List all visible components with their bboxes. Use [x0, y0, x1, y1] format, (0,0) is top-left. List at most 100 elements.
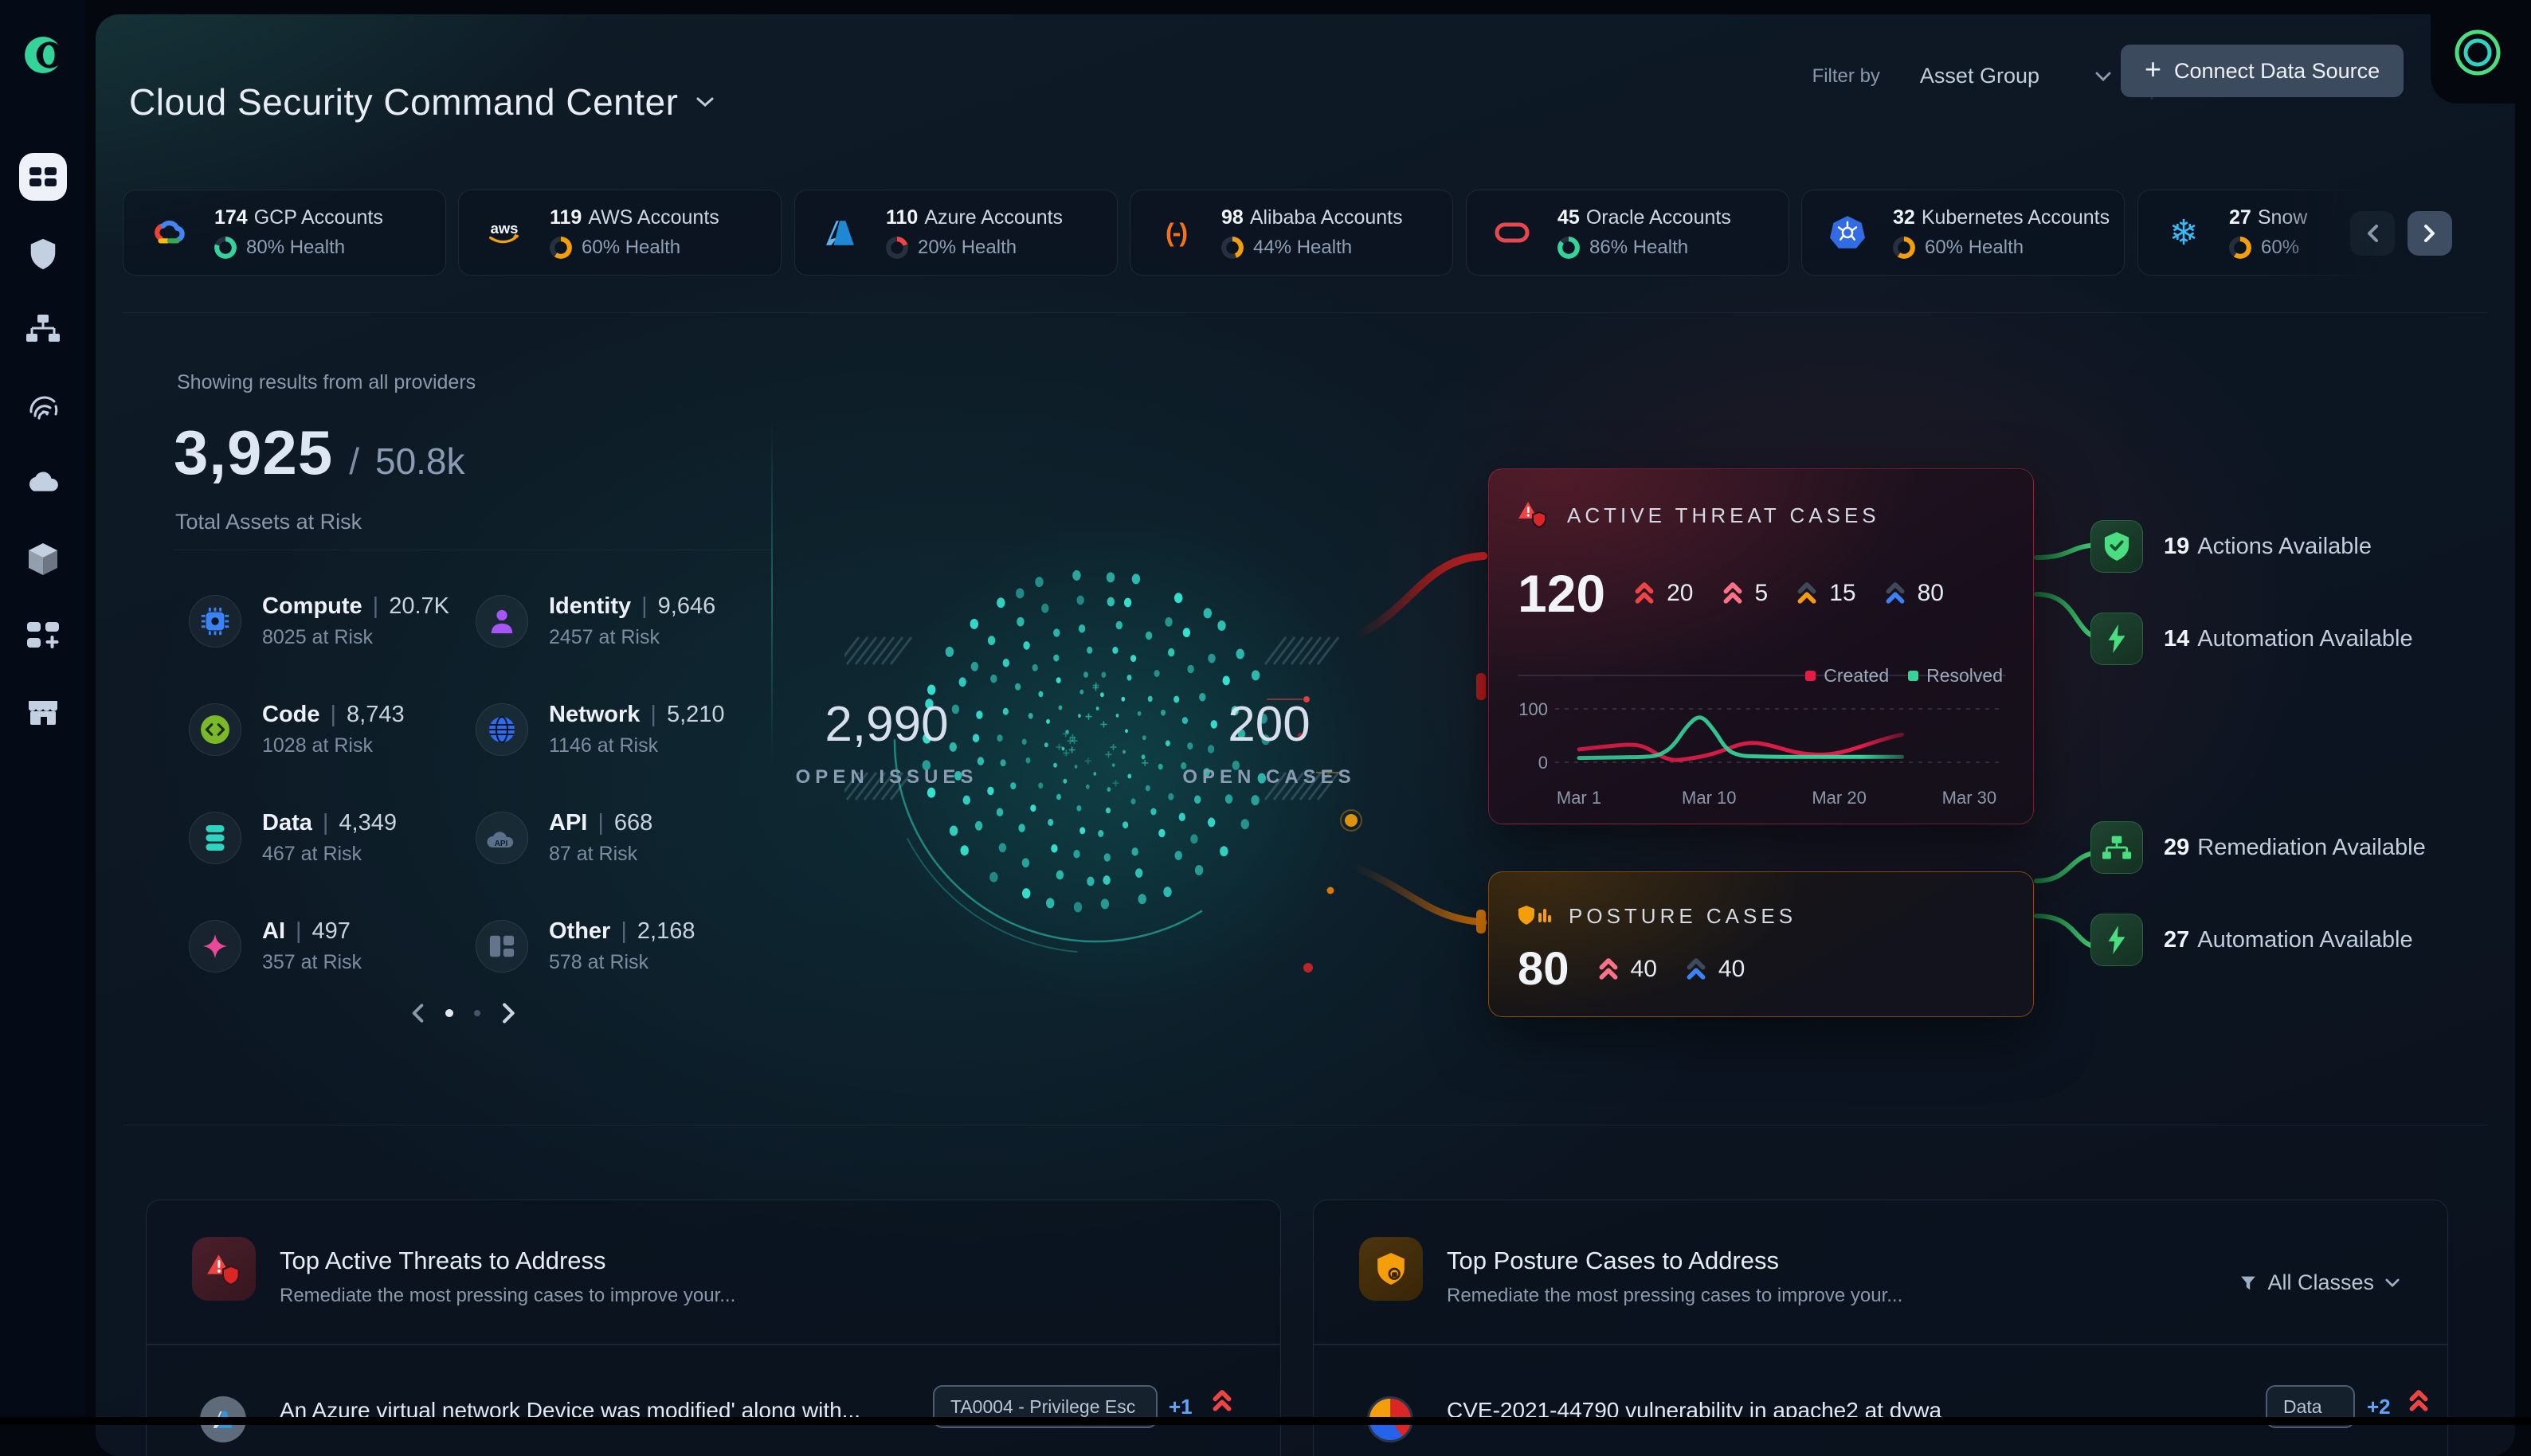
apps-add-icon	[26, 622, 59, 648]
asset-identity[interactable]: Identity | 9,646 2457 at Risk	[476, 593, 715, 649]
sidebar-item-integrations[interactable]	[25, 619, 61, 651]
posture-card-subtitle: Remediate the most pressing cases to imp…	[1447, 1285, 1903, 1306]
bolt-icon	[2090, 914, 2143, 966]
providers-next-button[interactable]	[2408, 211, 2452, 256]
threats-card-icon	[192, 1237, 256, 1301]
asset-group-select[interactable]: Asset Group	[1902, 53, 2129, 100]
threat-total: 120	[1518, 564, 1606, 623]
stat-label: Total Assets at Risk	[175, 510, 362, 534]
provider-card-oracle[interactable]: 45 Oracle Accounts 86% Health	[1466, 190, 1789, 276]
sidebar-item-assets[interactable]	[27, 542, 59, 577]
pager-next-icon[interactable]	[501, 1002, 517, 1024]
automation-available-row[interactable]: 27 Automation Available	[2090, 914, 2413, 966]
fingerprint-icon	[29, 396, 57, 420]
asset-network[interactable]: Network | 5,210 1146 at Risk	[476, 702, 725, 757]
asset-risk: 1146 at Risk	[549, 734, 659, 757]
sidebar-item-marketplace[interactable]	[25, 696, 61, 728]
asset-compute[interactable]: Compute | 20.7K 8025 at Risk	[189, 593, 449, 649]
sidebar-item-security[interactable]	[27, 237, 59, 271]
page-title[interactable]: Cloud Security Command Center	[129, 80, 715, 123]
azure-icon	[817, 219, 864, 246]
provider-card-alibaba[interactable]: (-) 98 Alibaba Accounts 44% Health	[1130, 190, 1453, 276]
health-ring	[886, 237, 908, 259]
stat-divider	[771, 417, 773, 767]
svg-text:Mar 20: Mar 20	[1812, 788, 1866, 808]
provider-health: 60% Health	[582, 237, 681, 258]
chevron-down-icon	[2095, 72, 2111, 81]
asset-data[interactable]: Data | 4,349 467 at Risk	[189, 810, 397, 866]
threats-card-subtitle: Remediate the most pressing cases to imp…	[280, 1285, 736, 1306]
stat-separator: /	[349, 440, 359, 482]
provider-name: Kubernetes Accounts	[1921, 206, 2110, 229]
asset-other[interactable]: Other | 2,168 578 at Risk	[476, 918, 695, 974]
asset-risk: 578 at Risk	[549, 951, 649, 973]
threat-trend-chart: 100 0 Mar 1 Mar 10 Mar 20 Mar 30	[1518, 699, 2000, 808]
providers-prev-button[interactable]	[2350, 211, 2395, 256]
orca-logo-icon[interactable]	[23, 35, 63, 75]
sidebar-item-hierarchy[interactable]	[25, 313, 61, 345]
asset-risk: 1028 at Risk	[262, 734, 373, 757]
action-label: Automation Available	[2197, 625, 2413, 652]
page-title-text: Cloud Security Command Center	[129, 80, 679, 123]
asset-risk: 2457 at Risk	[549, 626, 660, 648]
provider-card-azure[interactable]: 110 Azure Accounts 20% Health	[794, 190, 1118, 276]
provider-card-gcp[interactable]: 174 GCP Accounts 80% Health	[123, 190, 446, 276]
provider-card-aws[interactable]: aws 119 AWS Accounts 60% Health	[458, 190, 782, 276]
asset-value: 668	[613, 810, 653, 836]
action-count: 19	[2164, 533, 2190, 559]
pager-prev-icon[interactable]	[410, 1003, 425, 1024]
posture-cases-card[interactable]: POSTURE CASES 80 40 40	[1488, 871, 2034, 1017]
severity-badge-critical: 20	[1632, 580, 1694, 607]
provider-name: Oracle Accounts	[1585, 206, 1731, 229]
main-panel: Cloud Security Command Center Filter by …	[96, 14, 2515, 1456]
health-ring	[2229, 237, 2251, 259]
pager-dot-active[interactable]	[445, 1009, 453, 1017]
asset-risk: 8025 at Risk	[262, 626, 373, 648]
top-active-threats-card[interactable]: Top Active Threats to Address Remediate …	[146, 1200, 1281, 1456]
more-badges-link[interactable]: +2	[2367, 1395, 2391, 1419]
asset-code[interactable]: Code | 8,743 1028 at Risk	[189, 702, 405, 757]
threat-card-title: ACTIVE THREAT CASES	[1567, 503, 1880, 527]
active-threat-cases-card[interactable]: ACTIVE THREAT CASES 120 20 5 15 80 Creat…	[1488, 468, 2034, 824]
connect-data-source-label: Connect Data Source	[2174, 58, 2380, 83]
kubernetes-icon	[1824, 215, 1871, 250]
provider-health: 44% Health	[1253, 237, 1353, 258]
severity-badge-medium: 15	[1795, 580, 1856, 607]
all-classes-filter[interactable]: All Classes	[2240, 1270, 2400, 1295]
provider-name: Alibaba Accounts	[1249, 206, 1403, 229]
sphere-glow	[844, 484, 1418, 1042]
connect-data-source-button[interactable]: + Connect Data Source	[2121, 45, 2404, 97]
provider-card-kubernetes[interactable]: 32 Kubernetes Accounts 60% Health	[1801, 190, 2125, 276]
asset-api[interactable]: API API | 668 87 at Risk	[476, 810, 652, 866]
pager-dot[interactable]	[474, 1010, 480, 1016]
asset-name: AI	[262, 918, 285, 944]
provider-count: 45	[1557, 206, 1580, 229]
more-badges-link[interactable]: +1	[1169, 1395, 1193, 1419]
sidebar-item-dashboard[interactable]	[18, 153, 67, 201]
asset-name: API	[549, 810, 588, 836]
action-label: Automation Available	[2197, 926, 2413, 953]
provider-card-snowflake[interactable]: ❄ 27 Snow 60%	[2137, 190, 2461, 276]
sidebar-item-identity[interactable]	[25, 389, 61, 425]
health-ring	[1893, 237, 1915, 259]
asset-name: Data	[262, 810, 312, 836]
asset-pager	[410, 1002, 517, 1024]
chart-legend: Created Resolved	[1805, 665, 2003, 687]
remediation-available-row[interactable]: 29 Remediation Available	[2090, 821, 2426, 874]
chevron-left-icon	[2368, 225, 2378, 242]
provider-count: 119	[550, 206, 582, 229]
total-assets-at-risk-stat: 3,925 / 50.8k	[174, 417, 465, 489]
health-ring	[1557, 237, 1580, 259]
sidebar-item-cloud[interactable]	[25, 468, 61, 493]
database-icon	[189, 812, 241, 864]
asset-value: 2,168	[637, 918, 695, 944]
automation-available-row[interactable]: 14 Automation Available	[2090, 613, 2413, 665]
asset-ai[interactable]: AI | 497 357 at Risk	[189, 918, 362, 974]
actions-available-row[interactable]: 19 Actions Available	[2090, 520, 2372, 573]
severity-chevron-icon	[1210, 1388, 1234, 1414]
svg-text:Mar 30: Mar 30	[1942, 788, 1996, 808]
health-ring	[214, 237, 237, 259]
brand-rings-icon	[2452, 27, 2503, 78]
asset-name: Compute	[262, 593, 362, 619]
severity-badge-low: 40	[1684, 956, 1745, 983]
